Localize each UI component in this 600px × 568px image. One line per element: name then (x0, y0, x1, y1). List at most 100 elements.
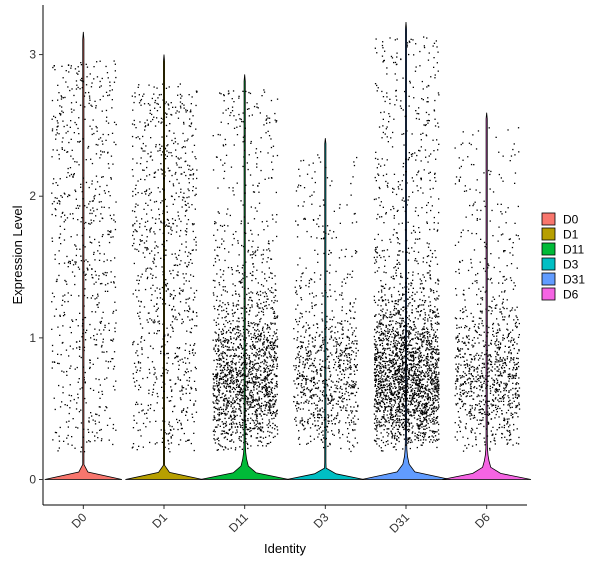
data-point (305, 382, 307, 384)
data-point (269, 341, 271, 344)
data-point (218, 407, 220, 409)
data-point (357, 405, 359, 408)
data-point (348, 366, 350, 368)
data-point (213, 348, 215, 351)
data-point (260, 436, 262, 438)
data-point (228, 187, 230, 189)
data-point (215, 376, 218, 378)
data-point (404, 339, 406, 341)
data-point (183, 197, 185, 199)
data-point (70, 108, 73, 110)
data-point (409, 332, 412, 334)
data-point (141, 234, 143, 236)
data-point (170, 429, 172, 431)
data-point (233, 343, 235, 345)
data-point (298, 403, 300, 405)
data-point (254, 359, 256, 361)
data-point (239, 125, 241, 127)
data-point (236, 379, 239, 381)
data-point (411, 351, 413, 353)
data-point (212, 373, 214, 375)
data-point (73, 174, 75, 176)
data-point (312, 338, 314, 340)
data-point (226, 438, 228, 441)
data-point (333, 398, 335, 400)
data-point (212, 135, 214, 137)
data-point (295, 405, 297, 407)
data-point (137, 354, 139, 357)
data-point (321, 303, 323, 305)
data-point (341, 285, 343, 287)
data-point (269, 328, 271, 330)
data-point (221, 225, 224, 227)
data-point (166, 150, 168, 152)
data-point (154, 101, 156, 104)
data-point (85, 84, 88, 86)
data-point (155, 144, 157, 146)
data-point (85, 331, 87, 334)
data-point (352, 385, 354, 388)
data-point (433, 109, 435, 111)
data-point (136, 162, 138, 164)
data-point (248, 313, 250, 316)
data-point (60, 243, 62, 245)
data-point (276, 300, 278, 302)
data-point (91, 82, 93, 84)
data-point (221, 446, 224, 448)
data-point (162, 381, 164, 383)
data-point (135, 403, 137, 406)
data-point (255, 437, 257, 439)
data-point (329, 375, 331, 378)
data-point (260, 441, 263, 443)
data-point (191, 96, 193, 98)
data-point (270, 381, 272, 384)
data-point (226, 375, 228, 377)
data-point (298, 365, 300, 368)
data-point (317, 413, 319, 415)
data-point (163, 254, 165, 257)
data-point (316, 223, 318, 225)
data-point (245, 184, 247, 186)
data-point (110, 178, 112, 180)
data-point (107, 122, 110, 124)
data-point (315, 404, 317, 406)
data-point (256, 314, 259, 316)
data-point (229, 365, 231, 367)
data-point (66, 374, 68, 376)
data-point (94, 440, 96, 442)
data-point (268, 267, 270, 269)
data-point (248, 381, 250, 383)
points-d31 (373, 36, 440, 452)
data-point (77, 381, 79, 383)
data-point (268, 117, 271, 119)
data-point (179, 101, 182, 103)
data-point (239, 409, 241, 411)
data-point (152, 321, 154, 323)
data-point (381, 391, 383, 394)
data-point (274, 415, 277, 417)
data-point (304, 378, 307, 380)
data-point (344, 255, 346, 258)
data-point (230, 405, 232, 408)
data-point (66, 151, 68, 153)
data-point (414, 368, 417, 370)
data-point (98, 241, 100, 243)
data-point (267, 426, 269, 429)
data-point (72, 217, 74, 220)
data-point (61, 342, 63, 344)
data-point (337, 343, 340, 345)
data-point (179, 93, 182, 96)
data-point (98, 391, 100, 393)
data-point (90, 158, 92, 160)
data-point (257, 432, 259, 435)
data-point (192, 134, 194, 136)
data-point (255, 381, 257, 383)
data-point (354, 335, 357, 337)
data-point (428, 341, 430, 343)
data-point (312, 371, 315, 373)
data-point (132, 377, 135, 379)
data-point (228, 346, 230, 348)
data-point (229, 382, 232, 384)
data-point (405, 424, 407, 426)
data-point (380, 339, 382, 342)
